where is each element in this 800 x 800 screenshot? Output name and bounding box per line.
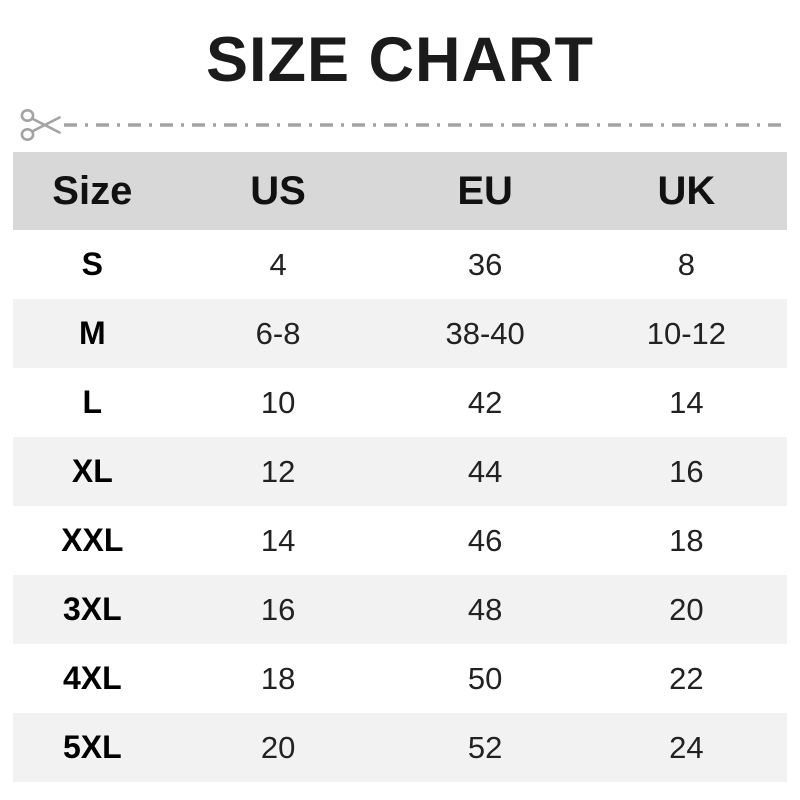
us-cell: 10 — [260, 384, 296, 420]
eu-cell: 52 — [467, 729, 503, 765]
uk-cell: 20 — [669, 591, 704, 627]
us-cell: 12 — [260, 453, 296, 489]
uk-cell: 16 — [669, 453, 704, 489]
eu-cell: 44 — [467, 453, 503, 489]
us-cell: 18 — [260, 660, 296, 696]
size-cell: L — [82, 384, 103, 420]
size-chart-table: Size US EU UK S 4 36 8 M 6-8 38-40 10-12… — [13, 152, 787, 782]
uk-cell: 24 — [669, 729, 704, 765]
us-cell: 4 — [269, 246, 287, 282]
table-row-m: M 6-8 38-40 10-12 — [13, 299, 787, 368]
dashed-cut-line — [64, 123, 784, 127]
size-cell: 5XL — [62, 729, 122, 765]
size-cell: XL — [71, 453, 113, 489]
uk-cell: 22 — [669, 660, 704, 696]
uk-cell: 8 — [677, 246, 695, 282]
table-row-xxl: XXL 14 46 18 — [13, 506, 787, 575]
scissors-icon — [20, 109, 61, 141]
eu-cell: 48 — [467, 591, 503, 627]
size-cell: M — [79, 315, 106, 351]
column-header-eu: EU — [384, 152, 586, 230]
size-cell: 3XL — [62, 591, 122, 627]
eu-cell: 42 — [467, 384, 503, 420]
us-cell: 20 — [260, 729, 296, 765]
us-cell: 16 — [260, 591, 296, 627]
table-row-xl: XL 12 44 16 — [13, 437, 787, 506]
table-header-row: Size US EU UK — [13, 152, 787, 230]
eu-cell: 38-40 — [445, 315, 525, 351]
size-cell: 4XL — [62, 660, 122, 696]
table-row-3xl: 3XL 16 48 20 — [13, 575, 787, 644]
table-row-5xl: 5XL 20 52 24 — [13, 713, 787, 782]
eu-cell: 46 — [467, 522, 503, 558]
uk-cell: 10-12 — [646, 315, 727, 351]
table-row-l: L 10 42 14 — [13, 368, 787, 437]
column-header-us: US — [171, 152, 385, 230]
us-cell: 6-8 — [255, 315, 301, 351]
cut-line — [20, 106, 784, 144]
column-header-size: Size — [13, 152, 172, 230]
uk-cell: 14 — [669, 384, 704, 420]
column-header-uk: UK — [585, 152, 787, 230]
page-title: SIZE CHART — [206, 25, 594, 95]
size-cell: S — [81, 246, 103, 282]
table-row-s: S 4 36 8 — [13, 230, 787, 299]
table-row-4xl: 4XL 18 50 22 — [13, 644, 787, 713]
us-cell: 14 — [260, 522, 296, 558]
eu-cell: 50 — [467, 660, 503, 696]
size-cell: XXL — [61, 522, 124, 558]
uk-cell: 18 — [669, 522, 704, 558]
eu-cell: 36 — [467, 246, 503, 282]
